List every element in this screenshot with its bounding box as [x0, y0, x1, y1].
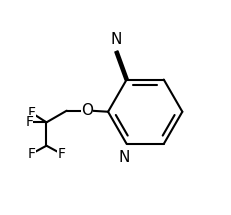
- Text: N: N: [110, 32, 122, 47]
- Text: F: F: [25, 115, 33, 129]
- Text: N: N: [119, 150, 130, 165]
- Text: F: F: [28, 147, 36, 161]
- Text: F: F: [57, 147, 65, 161]
- Text: F: F: [28, 106, 36, 120]
- Text: O: O: [81, 103, 93, 118]
